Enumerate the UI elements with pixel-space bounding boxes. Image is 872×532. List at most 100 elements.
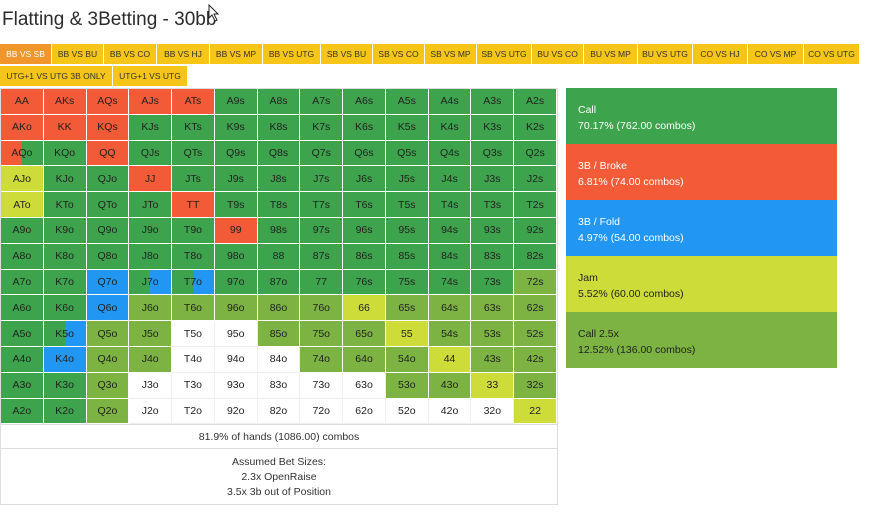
hand-cell-q6o[interactable]: Q6o xyxy=(86,295,130,322)
hand-cell-t6s[interactable]: T6s xyxy=(343,192,386,218)
hand-cell-q6s[interactable]: Q6s xyxy=(343,140,386,167)
hand-cell-t9s[interactable]: T9s xyxy=(214,192,258,218)
hand-cell-k8o[interactable]: K8o xyxy=(43,243,87,270)
hand-cell-j2s[interactable]: J2s xyxy=(514,166,557,193)
hand-cell-q3o[interactable]: Q3o xyxy=(86,372,130,399)
hand-cell-k3s[interactable]: K3s xyxy=(471,114,515,141)
hand-cell-85s[interactable]: 85s xyxy=(385,243,429,270)
hand-cell-62s[interactable]: 62s xyxy=(514,295,557,322)
hand-cell-j6o[interactable]: J6o xyxy=(129,295,173,322)
hand-cell-t2s[interactable]: T2s xyxy=(514,192,557,218)
hand-cell-53s[interactable]: 53s xyxy=(471,321,515,347)
hand-cell-t5o[interactable]: T5o xyxy=(172,321,215,347)
hand-cell-j9o[interactable]: J9o xyxy=(129,217,173,244)
tab-bb-vs-bu[interactable]: BB VS BU xyxy=(52,44,104,64)
hand-cell-a8o[interactable]: A8o xyxy=(1,243,44,270)
hand-cell-j2o[interactable]: J2o xyxy=(129,398,173,425)
tab-co-vs-hj[interactable]: CO VS HJ xyxy=(693,44,748,64)
hand-cell-72s[interactable]: 72s xyxy=(514,269,557,296)
hand-cell-j8s[interactable]: J8s xyxy=(257,166,301,193)
hand-cell-44[interactable]: 44 xyxy=(428,346,472,373)
hand-cell-qts[interactable]: QTs xyxy=(172,140,215,167)
hand-cell-t7s[interactable]: T7s xyxy=(300,192,344,218)
hand-cell-k5s[interactable]: K5s xyxy=(385,114,429,141)
hand-cell-ato[interactable]: ATo xyxy=(1,192,44,218)
hand-cell-98o[interactable]: 98o xyxy=(214,243,258,270)
hand-cell-t9o[interactable]: T9o xyxy=(172,217,215,244)
hand-cell-aa[interactable]: AA xyxy=(1,89,44,115)
hand-cell-q9o[interactable]: Q9o xyxy=(86,217,130,244)
hand-cell-aqo[interactable]: AQo xyxy=(1,140,44,167)
tab-sb-vs-mp[interactable]: SB VS MP xyxy=(425,44,477,64)
hand-cell-q5o[interactable]: Q5o xyxy=(86,321,130,347)
hand-cell-85o[interactable]: 85o xyxy=(257,321,301,347)
hand-cell-92o[interactable]: 92o xyxy=(214,398,258,425)
hand-cell-74o[interactable]: 74o xyxy=(300,346,344,373)
hand-cell-a2s[interactable]: A2s xyxy=(514,89,557,115)
hand-cell-j3s[interactable]: J3s xyxy=(471,166,515,193)
hand-cell-52o[interactable]: 52o xyxy=(385,398,429,425)
hand-cell-qjo[interactable]: QJo xyxy=(86,166,130,193)
hand-cell-96o[interactable]: 96o xyxy=(214,295,258,322)
tab-sb-vs-bu[interactable]: SB VS BU xyxy=(321,44,373,64)
hand-cell-t8s[interactable]: T8s xyxy=(257,192,301,218)
hand-cell-j7o[interactable]: J7o xyxy=(129,269,173,296)
hand-cell-65o[interactable]: 65o xyxy=(343,321,386,347)
tab-bb-vs-co[interactable]: BB VS CO xyxy=(104,44,157,64)
hand-cell-54s[interactable]: 54s xyxy=(428,321,472,347)
hand-cell-jts[interactable]: JTs xyxy=(172,166,215,193)
tab-bu-vs-mp[interactable]: BU VS MP xyxy=(584,44,638,64)
hand-cell-q4s[interactable]: Q4s xyxy=(428,140,472,167)
hand-cell-86o[interactable]: 86o xyxy=(257,295,301,322)
hand-cell-q9s[interactable]: Q9s xyxy=(214,140,258,167)
hand-cell-j5o[interactable]: J5o xyxy=(129,321,173,347)
hand-cell-t5s[interactable]: T5s xyxy=(385,192,429,218)
hand-cell-t2o[interactable]: T2o xyxy=(172,398,215,425)
hand-cell-86s[interactable]: 86s xyxy=(343,243,386,270)
hand-cell-tt[interactable]: TT xyxy=(172,192,215,218)
hand-cell-j4s[interactable]: J4s xyxy=(428,166,472,193)
hand-cell-92s[interactable]: 92s xyxy=(514,217,557,244)
hand-cell-k7o[interactable]: K7o xyxy=(43,269,87,296)
hand-cell-43o[interactable]: 43o xyxy=(428,372,472,399)
tab-bu-vs-utg[interactable]: BU VS UTG xyxy=(638,44,693,64)
hand-cell-q8o[interactable]: Q8o xyxy=(86,243,130,270)
tab-utg-1-vs-utg[interactable]: UTG+1 VS UTG xyxy=(113,66,188,86)
hand-cell-ats[interactable]: ATs xyxy=(172,89,215,115)
hand-cell-a6o[interactable]: A6o xyxy=(1,295,44,322)
hand-cell-kk[interactable]: KK xyxy=(43,114,87,141)
hand-cell-82o[interactable]: 82o xyxy=(257,398,301,425)
hand-cell-a6s[interactable]: A6s xyxy=(343,89,386,115)
hand-cell-j5s[interactable]: J5s xyxy=(385,166,429,193)
hand-cell-42o[interactable]: 42o xyxy=(428,398,472,425)
hand-cell-82s[interactable]: 82s xyxy=(514,243,557,270)
hand-cell-52s[interactable]: 52s xyxy=(514,321,557,347)
tab-bb-vs-hj[interactable]: BB VS HJ xyxy=(157,44,210,64)
hand-cell-83o[interactable]: 83o xyxy=(257,372,301,399)
hand-cell-j7s[interactable]: J7s xyxy=(300,166,344,193)
hand-cell-95s[interactable]: 95s xyxy=(385,217,429,244)
hand-cell-42s[interactable]: 42s xyxy=(514,346,557,373)
hand-cell-72o[interactable]: 72o xyxy=(300,398,344,425)
hand-cell-t4s[interactable]: T4s xyxy=(428,192,472,218)
hand-cell-kts[interactable]: KTs xyxy=(172,114,215,141)
hand-cell-k4o[interactable]: K4o xyxy=(43,346,87,373)
tab-utg-1-vs-utg-3b-only[interactable]: UTG+1 VS UTG 3B ONLY xyxy=(0,66,113,86)
hand-cell-64s[interactable]: 64s xyxy=(428,295,472,322)
hand-cell-q2o[interactable]: Q2o xyxy=(86,398,130,425)
hand-cell-77[interactable]: 77 xyxy=(300,269,344,296)
hand-cell-k5o[interactable]: K5o xyxy=(43,321,87,347)
hand-cell-76o[interactable]: 76o xyxy=(300,295,344,322)
hand-cell-aks[interactable]: AKs xyxy=(43,89,87,115)
hand-cell-t8o[interactable]: T8o xyxy=(172,243,215,270)
hand-cell-97o[interactable]: 97o xyxy=(214,269,258,296)
hand-cell-t4o[interactable]: T4o xyxy=(172,346,215,373)
hand-cell-93s[interactable]: 93s xyxy=(471,217,515,244)
hand-cell-q4o[interactable]: Q4o xyxy=(86,346,130,373)
tab-co-vs-mp[interactable]: CO VS MP xyxy=(748,44,804,64)
hand-cell-63o[interactable]: 63o xyxy=(343,372,386,399)
hand-cell-84o[interactable]: 84o xyxy=(257,346,301,373)
hand-cell-q7s[interactable]: Q7s xyxy=(300,140,344,167)
hand-cell-74s[interactable]: 74s xyxy=(428,269,472,296)
hand-cell-62o[interactable]: 62o xyxy=(343,398,386,425)
